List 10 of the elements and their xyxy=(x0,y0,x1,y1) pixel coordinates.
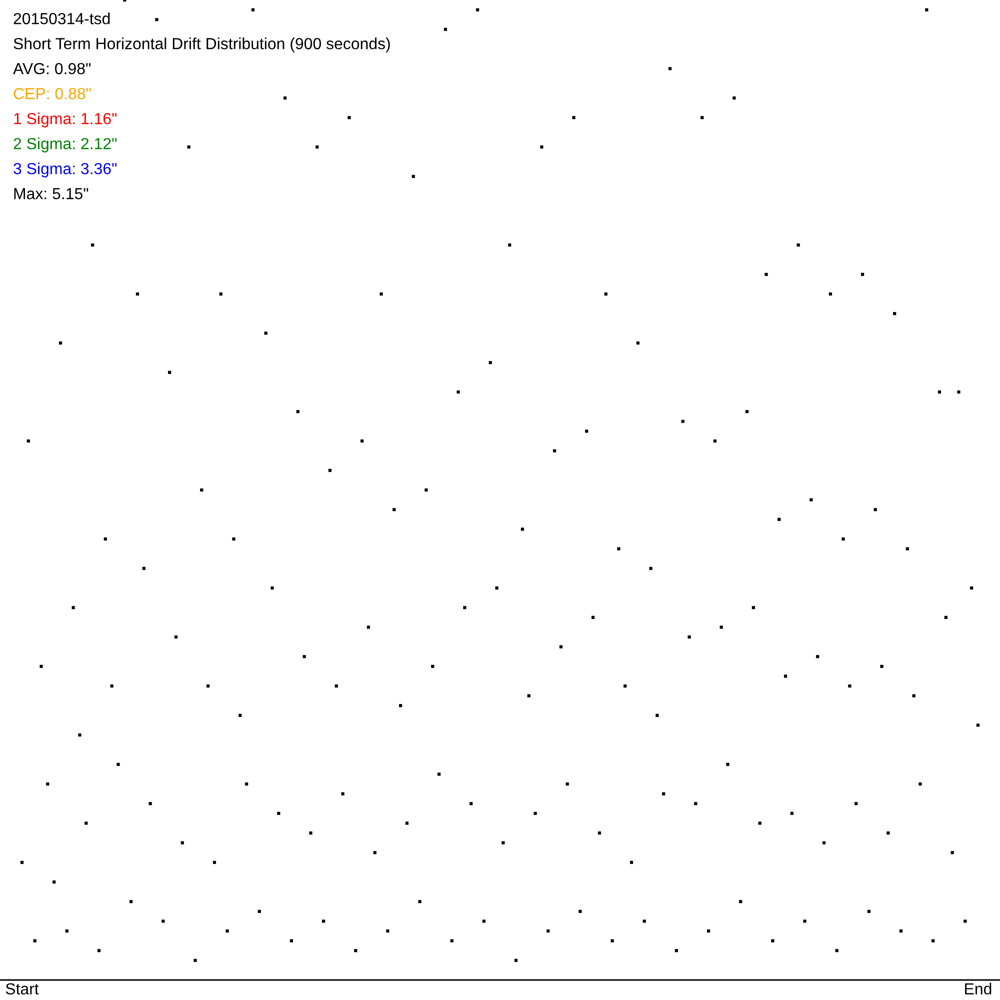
annotation: 1 Sigma: 1.16" xyxy=(14,112,117,128)
annotation: Max: 5.15" xyxy=(14,188,88,200)
text: 20150314-tsd xyxy=(14,12,110,24)
text: Short Term Horizontal Drift Distribution (900 seconds) xyxy=(14,38,390,52)
x-tick-label: End xyxy=(965,982,992,995)
annotation: 3 Sigma: 3.36" xyxy=(14,162,117,178)
annotation: 2 Sigma: 2.12" xyxy=(14,138,117,152)
x-tick-label: Start xyxy=(6,983,39,995)
annotation: CEP: 0.88" xyxy=(14,88,91,100)
annotation: AVG: 0.98" xyxy=(13,62,91,74)
